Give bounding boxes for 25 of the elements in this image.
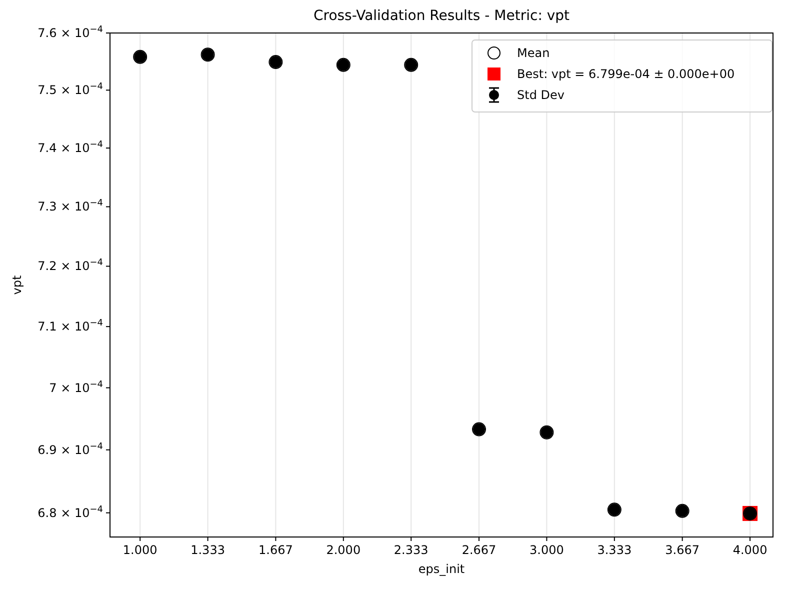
x-tick-label: 3.333 (597, 543, 632, 557)
legend-label: Best: vpt = 6.799e-04 ± 0.000e+00 (517, 67, 735, 81)
x-tick-label: 2.333 (394, 543, 428, 557)
y-tick-label: 7 × 10$^{−4}$ (49, 380, 104, 395)
y-tick-label: 7.5 × 10$^{−4}$ (38, 82, 104, 98)
y-tick-label: 6.8 × 10$^{−4}$ (38, 504, 104, 520)
legend-label: Mean (517, 46, 550, 60)
x-tick-label: 4.000 (732, 543, 768, 557)
y-tick-label: 6.9 × 10$^{−4}$ (38, 442, 104, 457)
legend-label: Std Dev (517, 88, 564, 102)
x-axis-title: eps_init (418, 562, 465, 576)
x-tick-label: 1.667 (258, 543, 293, 557)
x-tick-label: 1.000 (122, 543, 158, 557)
y-tick-label: 7.3 × 10$^{−4}$ (38, 198, 104, 214)
x-tick-label: 2.667 (462, 543, 496, 557)
chart-title: Cross-Validation Results - Metric: vpt (313, 8, 570, 24)
y-tick-label: 7.1 × 10$^{−4}$ (38, 318, 104, 334)
x-tick-label: 2.000 (326, 543, 361, 557)
y-tick-label: 7.4 × 10$^{−4}$ (38, 140, 104, 156)
y-tick-label: 7.2 × 10$^{−4}$ (38, 258, 104, 274)
x-tick-label: 1.333 (190, 543, 225, 557)
x-tick-label: 3.000 (530, 543, 564, 557)
y-tick-label: 7.6 × 10$^{−4}$ (38, 25, 104, 40)
x-tick-label: 3.667 (665, 543, 700, 557)
y-axis-title: vpt (10, 275, 24, 295)
